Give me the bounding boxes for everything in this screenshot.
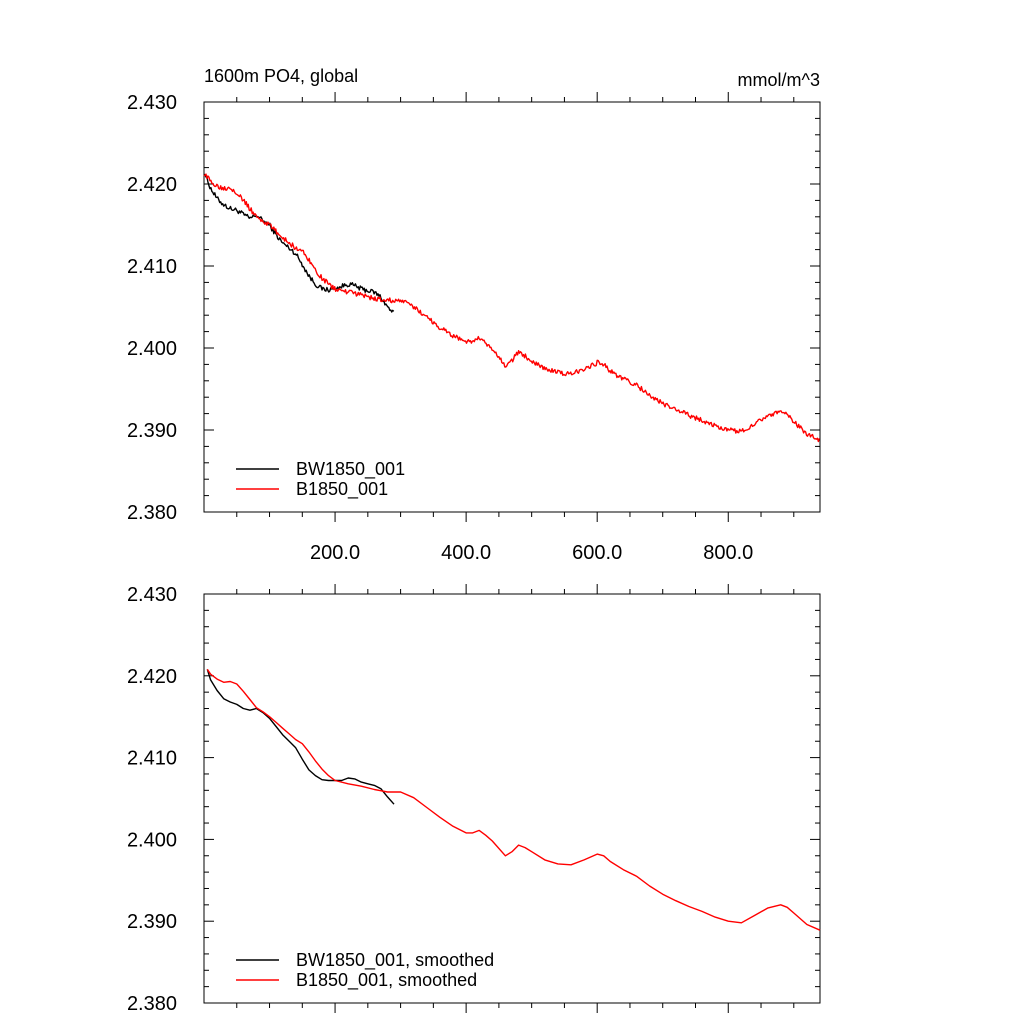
y-tick-label: 2.410 bbox=[127, 748, 177, 770]
x-tick-label: 600.0 bbox=[572, 542, 622, 564]
y-tick-label: 2.430 bbox=[127, 584, 177, 606]
series-line-1 bbox=[206, 668, 821, 931]
legend-label: BW1850_001 bbox=[296, 459, 405, 480]
x-tick-label: 200.0 bbox=[310, 542, 360, 564]
plot-title-left: 1600m PO4, global bbox=[204, 66, 358, 86]
legend-label: BW1850_001, smoothed bbox=[296, 950, 494, 971]
x-tick-label: 400.0 bbox=[441, 542, 491, 564]
series-line-1 bbox=[203, 173, 820, 443]
legend-label: B1850_001 bbox=[296, 479, 388, 500]
series-line-0 bbox=[203, 173, 395, 313]
y-tick-label: 2.390 bbox=[127, 911, 177, 933]
plot-frame bbox=[203, 593, 821, 1004]
y-tick-label: 2.400 bbox=[127, 829, 177, 851]
x-tick-label: 800.0 bbox=[703, 542, 753, 564]
y-tick-label: 2.430 bbox=[127, 92, 177, 114]
y-tick-label: 2.380 bbox=[127, 993, 177, 1015]
series-line-0 bbox=[206, 669, 395, 805]
y-tick-label: 2.420 bbox=[127, 174, 177, 196]
y-tick-label: 2.400 bbox=[127, 338, 177, 360]
y-tick-label: 2.410 bbox=[127, 256, 177, 278]
bottom-plot-panel: 2.430 2.420 2.410 2.400 2.390 2.380 BW1850_001… bbox=[127, 584, 821, 1015]
plot-frame bbox=[203, 101, 821, 513]
top-plot-panel: 1600m PO4, global mmol/m^3 2.430 2.420 2.4… bbox=[127, 66, 821, 564]
y-tick-label: 2.420 bbox=[127, 666, 177, 688]
plot-title-right: mmol/m^3 bbox=[738, 70, 820, 90]
y-tick-label: 2.390 bbox=[127, 420, 177, 442]
y-tick-label: 2.380 bbox=[127, 502, 177, 524]
legend-label: B1850_001, smoothed bbox=[296, 970, 477, 991]
